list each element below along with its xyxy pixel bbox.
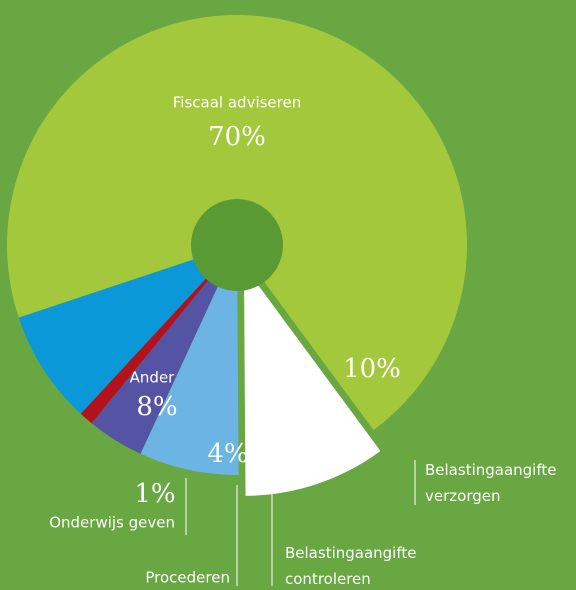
value-label: 7% xyxy=(269,421,310,451)
pie-slice xyxy=(140,245,239,475)
value-label: 10% xyxy=(343,354,401,384)
value-label: 4% xyxy=(207,439,248,469)
slice-name: Belastingaangifte controleren xyxy=(285,544,416,587)
pie-slice xyxy=(80,245,237,424)
value-label: 1% xyxy=(134,479,175,509)
slice-name: Procederen xyxy=(145,569,230,587)
slice-name: Ander xyxy=(130,369,176,387)
pie-slice xyxy=(91,245,237,454)
pie-slice xyxy=(18,245,238,414)
pie-slice xyxy=(243,265,381,496)
slice-name: Fiscaal adviseren xyxy=(173,94,301,112)
slice-name: Belastingaangifte verzorgen xyxy=(425,461,556,505)
center-hole xyxy=(191,199,283,291)
value-label: 70% xyxy=(208,122,266,152)
value-label: 8% xyxy=(136,392,177,422)
slice-name: Onderwijs geven xyxy=(49,514,175,532)
